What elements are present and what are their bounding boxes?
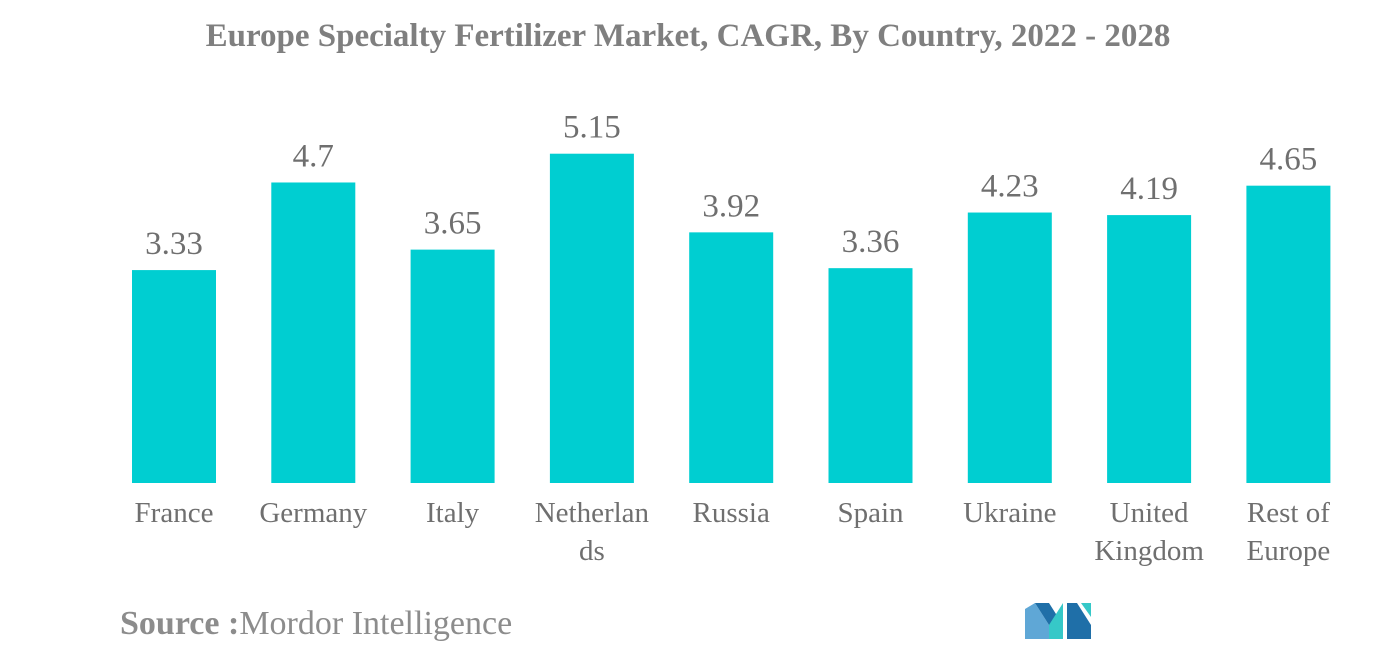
bar-rest-of-europe (1246, 185, 1331, 484)
category-label: Spain (837, 497, 904, 529)
bar-russia (689, 232, 774, 483)
bar-ukraine (967, 212, 1052, 483)
data-label: 3.36 (842, 224, 900, 260)
bar-netherlands (549, 153, 634, 483)
data-label: 4.19 (1120, 171, 1178, 207)
data-label: 4.65 (1260, 142, 1318, 178)
category-label: Rest of Europe (1247, 497, 1331, 567)
bar-france (132, 270, 216, 483)
category-label: Ukraine (963, 497, 1056, 529)
category-label: Russia (693, 497, 770, 529)
bar-united-kingdom (1107, 215, 1192, 484)
mordor-intelligence-logo-icon (1025, 603, 1091, 639)
bar-italy (410, 249, 495, 483)
category-label: France (135, 497, 214, 529)
chart-title: Europe Specialty Fertilizer Market, CAGR… (205, 18, 1171, 54)
category-label: Italy (426, 497, 480, 529)
category-label: United Kingdom (1094, 497, 1204, 567)
bar-germany (271, 182, 356, 483)
data-label: 5.15 (563, 110, 621, 146)
data-label: 3.92 (702, 188, 760, 224)
data-label: 4.7 (293, 138, 334, 174)
category-label: Germany (259, 497, 367, 529)
data-label: 3.65 (424, 206, 482, 242)
bar-spain (828, 268, 913, 483)
source-label: Source : (120, 605, 240, 642)
category-label: Netherlan ds (535, 497, 650, 567)
source-text: Mordor Intelligence (239, 605, 513, 642)
source-line: Source :Mordor Intelligence (120, 605, 512, 643)
bar-chart: 3.33 France 4.7 Germany 3.65 Italy 5.15 Netherl… (132, 110, 1331, 567)
data-label: 3.33 (145, 226, 203, 262)
data-label: 4.23 (981, 169, 1039, 205)
